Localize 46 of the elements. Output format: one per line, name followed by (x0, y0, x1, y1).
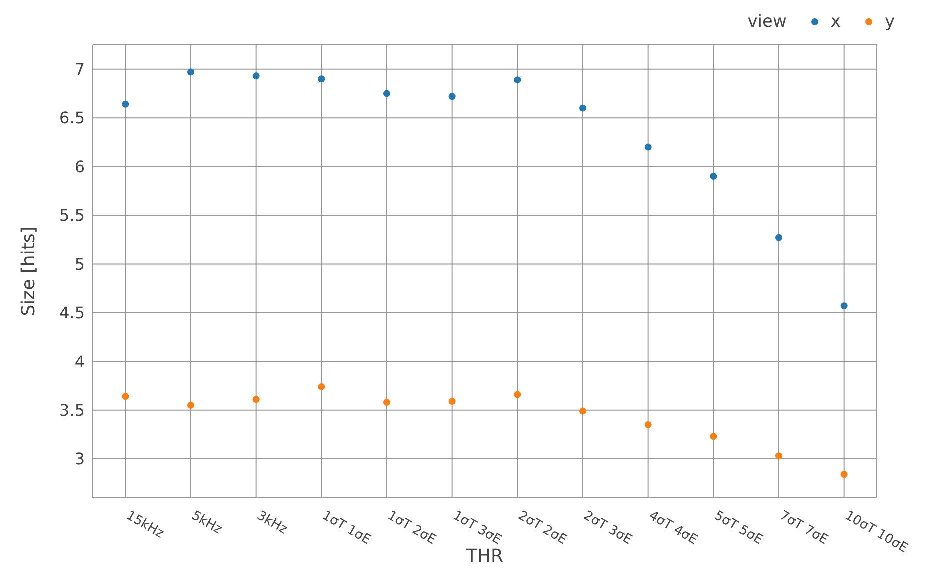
point (252, 72, 260, 80)
y-tick-label: 4.5 (60, 304, 85, 323)
point (252, 396, 260, 404)
point (580, 104, 586, 112)
point (318, 383, 326, 390)
y-tick-label: 4 (74, 352, 85, 372)
x-tick-label: 7σT 7σE (777, 508, 831, 548)
point (122, 393, 130, 400)
point (188, 402, 194, 409)
x-tick-label: 5σT 5σE (712, 508, 766, 548)
y-tick-label: 5 (74, 254, 85, 274)
y-axis-title: Size [hits] (18, 226, 40, 316)
point (644, 144, 652, 151)
point (580, 408, 586, 415)
point (384, 90, 390, 98)
x-tick-label: 1σT 3σE (450, 508, 504, 548)
point (318, 76, 326, 83)
point (122, 100, 130, 108)
x-axis-title: THR (465, 546, 504, 567)
point (644, 421, 652, 428)
x-tick-label: 2σT 3σE (581, 508, 635, 548)
y-tick-label: 3.5 (60, 401, 85, 420)
point (448, 93, 456, 100)
point (514, 391, 522, 398)
point (840, 302, 848, 310)
x-tick-label: 2σT 2σE (516, 508, 570, 548)
y-tick-label: 7 (74, 60, 85, 80)
legend-label: y (884, 12, 895, 32)
x-tick-label: 1σT 1σE (320, 508, 374, 548)
point (776, 452, 782, 460)
point (448, 398, 456, 406)
y-tick-label: 6.5 (60, 108, 85, 128)
y-tick-label: 3 (74, 450, 85, 469)
legend-label: x (830, 12, 841, 32)
point (188, 68, 194, 76)
point (384, 399, 390, 406)
point (840, 471, 848, 478)
legend-title: view (748, 12, 787, 32)
y-tick-label: 6 (74, 157, 85, 176)
point (514, 76, 522, 84)
x-tick-label: 1σT 2σE (385, 508, 439, 548)
point (710, 173, 718, 180)
y-tick-label: 5.5 (60, 206, 85, 226)
point (776, 234, 782, 242)
point (710, 433, 718, 440)
x-tick-label: 4σT 4σE (646, 508, 700, 548)
